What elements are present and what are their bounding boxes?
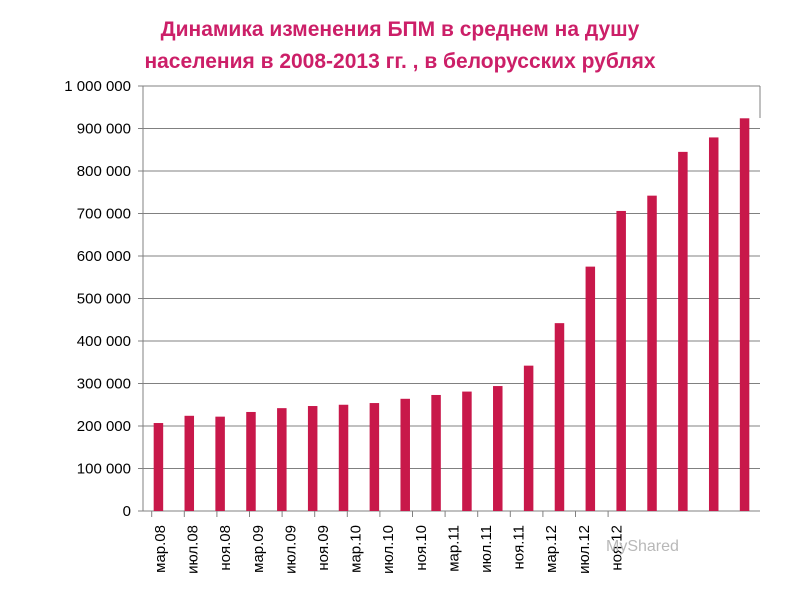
- chart-title-line-2: населения в 2008-2013 гг. , в белорусски…: [144, 50, 656, 73]
- x-tick-label: ноя.08: [217, 525, 234, 571]
- y-tick-label: 400 000: [77, 333, 131, 350]
- bar: [739, 118, 750, 512]
- y-tick-label: 0: [123, 503, 131, 520]
- bar: [554, 323, 565, 511]
- y-tick-label: 800 000: [77, 163, 131, 180]
- bar: [647, 195, 657, 511]
- x-tick-label: мар.08: [152, 525, 169, 573]
- x-tick-label: мар.09: [250, 525, 267, 573]
- bar: [277, 408, 287, 511]
- bar: [523, 365, 534, 511]
- y-tick-label: 600 000: [77, 248, 131, 265]
- chart-title: Динамика изменения БПМ в среднем на душу…: [0, 14, 800, 78]
- bar: [585, 266, 596, 511]
- x-tick-label: мар.11: [445, 525, 462, 572]
- x-tick-label: мар.12: [543, 525, 560, 573]
- bar: [369, 403, 380, 511]
- chart-title-line-1: Динамика изменения БПМ в среднем на душу: [160, 18, 640, 41]
- bar: [708, 137, 719, 512]
- watermark: MyShared: [606, 538, 679, 555]
- y-tick-label: 300 000: [77, 376, 131, 393]
- y-tick-label: 100 000: [77, 461, 131, 478]
- bar: [338, 404, 349, 511]
- bar: [400, 398, 410, 511]
- x-tick-label: ноя.12: [608, 525, 625, 571]
- x-tick-label: ноя.10: [413, 525, 430, 571]
- y-tick-label: 200 000: [77, 418, 131, 435]
- x-tick-label: июл.09: [282, 525, 299, 574]
- y-tick-label: 1 000 000: [64, 78, 131, 95]
- x-tick-label: июл.08: [185, 525, 202, 574]
- y-tick-label: 700 000: [77, 206, 131, 223]
- y-tick-label: 500 000: [77, 291, 131, 308]
- x-tick-label: ноя.09: [315, 525, 332, 571]
- bar: [184, 415, 195, 511]
- x-tick-label: июл.12: [576, 525, 593, 574]
- bar: [616, 210, 626, 511]
- bar: [153, 423, 164, 511]
- bar: [246, 411, 256, 511]
- bar: [431, 394, 441, 511]
- bar: [215, 416, 225, 511]
- x-tick-label: мар.10: [348, 525, 365, 573]
- bar: [307, 406, 318, 511]
- x-tick-label: июл.11: [478, 525, 495, 573]
- bar: [493, 386, 503, 511]
- y-tick-label: 900 000: [77, 121, 131, 138]
- bar: [678, 151, 688, 511]
- x-tick-label: июл.10: [380, 525, 397, 574]
- x-tick-label: ноя.11: [511, 525, 528, 570]
- bar: [462, 391, 472, 511]
